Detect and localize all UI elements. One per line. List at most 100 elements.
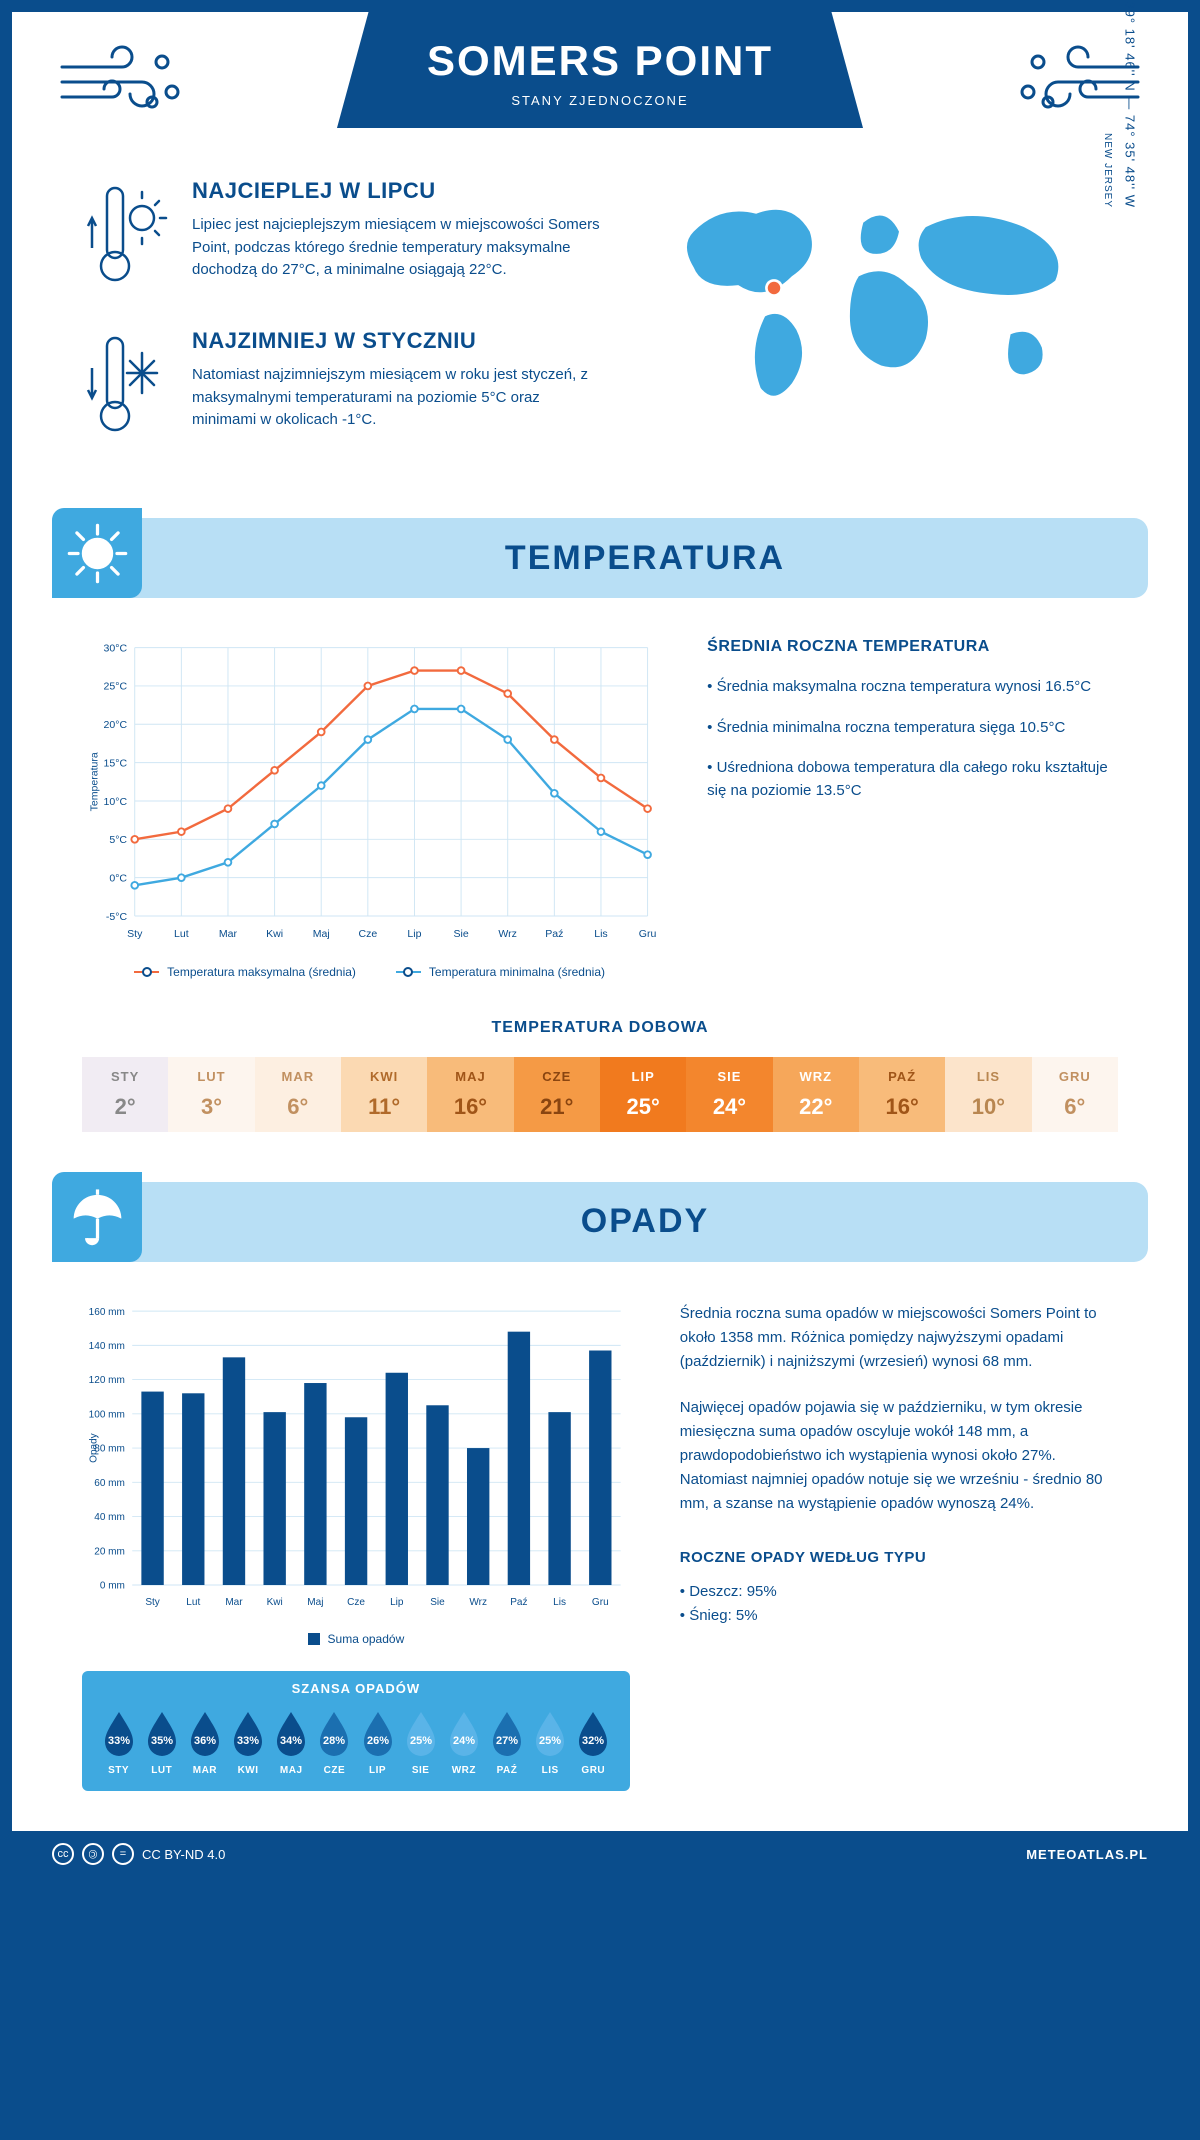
- svg-text:Sty: Sty: [145, 1597, 160, 1608]
- svg-text:32%: 32%: [582, 1735, 604, 1747]
- svg-text:34%: 34%: [280, 1735, 302, 1747]
- chance-drop: 35%LUT: [140, 1708, 183, 1776]
- svg-text:0 mm: 0 mm: [100, 1580, 125, 1591]
- chance-drop: 36%MAR: [183, 1708, 226, 1776]
- svg-text:Lip: Lip: [407, 928, 421, 940]
- coords-label: 39° 18' 46'' N — 74° 35' 48'' W: [1123, 1, 1138, 208]
- temp-cell: LUT3°: [168, 1057, 254, 1132]
- site-name: METEOATLAS.PL: [1026, 1847, 1148, 1862]
- svg-text:33%: 33%: [108, 1735, 130, 1747]
- svg-text:Wrz: Wrz: [469, 1597, 487, 1608]
- svg-text:Maj: Maj: [313, 928, 330, 940]
- svg-text:25°C: 25°C: [104, 681, 128, 693]
- svg-text:25%: 25%: [410, 1735, 432, 1747]
- temp-info-title: ŚREDNIA ROCZNA TEMPERATURA: [707, 638, 1118, 656]
- temp-cell: LIS10°: [945, 1057, 1031, 1132]
- sun-icon: [52, 508, 142, 598]
- svg-text:33%: 33%: [237, 1735, 259, 1747]
- svg-text:10°C: 10°C: [104, 796, 128, 808]
- svg-text:Lip: Lip: [390, 1597, 404, 1608]
- svg-text:28%: 28%: [323, 1735, 345, 1747]
- chance-drop: 24%WRZ: [442, 1708, 485, 1776]
- thermometer-cold-icon: [82, 328, 172, 443]
- fact-cold-title: NAJZIMNIEJ W STYCZNIU: [192, 328, 604, 354]
- svg-text:Cze: Cze: [358, 928, 377, 940]
- temp-cell: GRU6°: [1032, 1057, 1118, 1132]
- svg-text:24%: 24%: [453, 1735, 475, 1747]
- legend-max: Temperatura maksymalna (średnia): [134, 965, 356, 979]
- svg-text:120 mm: 120 mm: [89, 1375, 125, 1386]
- chance-drop: 25%LIS: [529, 1708, 572, 1776]
- temp-cell: PAŹ16°: [859, 1057, 945, 1132]
- svg-text:Mar: Mar: [225, 1597, 243, 1608]
- svg-text:Wrz: Wrz: [498, 928, 517, 940]
- cc-icon: cc: [52, 1843, 74, 1865]
- umbrella-icon: [52, 1172, 142, 1262]
- svg-text:Kwi: Kwi: [266, 928, 283, 940]
- temperature-chart: -5°C 0°C 5°C 10°C 15°C 20°C 25°C 30°C Sty Lut Mar K…: [82, 638, 657, 979]
- fact-warm-text: Lipiec jest najcieplejszym miesiącem w m…: [192, 214, 604, 282]
- svg-text:5°C: 5°C: [109, 834, 127, 846]
- precipitation-title: OPADY: [172, 1202, 1118, 1241]
- svg-text:25%: 25%: [539, 1735, 561, 1747]
- section-head-temperature: TEMPERATURA: [52, 518, 1148, 598]
- svg-text:Maj: Maj: [307, 1597, 323, 1608]
- fact-warm-title: NAJCIEPLEJ W LIPCU: [192, 178, 604, 204]
- svg-text:Gru: Gru: [592, 1597, 609, 1608]
- chance-box: SZANSA OPADÓW 33%STY35%LUT36%MAR33%KWI 34…: [82, 1671, 630, 1791]
- svg-text:36%: 36%: [194, 1735, 216, 1747]
- svg-text:Temperatura: Temperatura: [88, 752, 100, 811]
- svg-text:-5°C: -5°C: [106, 911, 128, 923]
- type-item: • Deszcz: 95%: [680, 1580, 1118, 1604]
- svg-text:Gru: Gru: [639, 928, 657, 940]
- svg-text:20 mm: 20 mm: [94, 1546, 125, 1557]
- svg-text:35%: 35%: [151, 1735, 173, 1747]
- world-map: [644, 178, 1118, 433]
- page-subtitle: STANY ZJEDNOCZONE: [427, 93, 773, 108]
- temp-cell: CZE21°: [514, 1057, 600, 1132]
- svg-text:Kwi: Kwi: [267, 1597, 283, 1608]
- svg-text:160 mm: 160 mm: [89, 1307, 125, 1318]
- svg-text:30°C: 30°C: [104, 642, 128, 654]
- temp-cell: SIE24°: [686, 1057, 772, 1132]
- svg-text:Sty: Sty: [127, 928, 143, 940]
- temperature-title: TEMPERATURA: [172, 539, 1118, 578]
- svg-text:Lut: Lut: [174, 928, 189, 940]
- fact-warmest: NAJCIEPLEJ W LIPCU Lipiec jest najcieple…: [82, 178, 604, 293]
- temp-cell: MAJ16°: [427, 1057, 513, 1132]
- legend-min: Temperatura minimalna (średnia): [396, 965, 605, 979]
- chance-drop: 25%SIE: [399, 1708, 442, 1776]
- title-banner: SOMERS POINT STANY ZJEDNOCZONE: [337, 12, 863, 128]
- fact-cold-text: Natomiast najzimniejszym miesiącem w rok…: [192, 364, 604, 432]
- nd-icon: =: [112, 1843, 134, 1865]
- svg-text:20°C: 20°C: [104, 719, 128, 731]
- svg-text:Opady: Opady: [89, 1433, 100, 1463]
- svg-text:Paź: Paź: [510, 1597, 527, 1608]
- precipitation-info: Średnia roczna suma opadów w miejscowośc…: [680, 1302, 1118, 1791]
- chance-drop: 33%STY: [97, 1708, 140, 1776]
- daily-temp-table: STY2°LUT3°MAR6°KWI11°MAJ16°CZE21°LIP25°S…: [82, 1057, 1118, 1132]
- svg-text:Paź: Paź: [545, 928, 563, 940]
- legend-precip: Suma opadów: [308, 1632, 405, 1646]
- svg-text:0°C: 0°C: [109, 872, 127, 884]
- svg-text:Cze: Cze: [347, 1597, 365, 1608]
- chance-drop: 28%CZE: [313, 1708, 356, 1776]
- temp-cell: KWI11°: [341, 1057, 427, 1132]
- svg-text:60 mm: 60 mm: [94, 1478, 125, 1489]
- svg-text:26%: 26%: [367, 1735, 389, 1747]
- thermometer-hot-icon: [82, 178, 172, 293]
- svg-text:140 mm: 140 mm: [89, 1341, 125, 1352]
- temp-bullet: Średnia maksymalna roczna temperatura wy…: [707, 676, 1118, 699]
- precip-text-1: Średnia roczna suma opadów w miejscowośc…: [680, 1302, 1118, 1374]
- chance-drop: 26%LIP: [356, 1708, 399, 1776]
- header: SOMERS POINT STANY ZJEDNOCZONE: [12, 12, 1188, 148]
- chance-drop: 33%KWI: [226, 1708, 269, 1776]
- svg-text:15°C: 15°C: [104, 757, 128, 769]
- chance-title: SZANSA OPADÓW: [97, 1681, 615, 1696]
- precipitation-chart: 0 mm20 mm40 mm60 mm80 mm100 mm120 mm140 …: [82, 1302, 630, 1791]
- svg-text:Mar: Mar: [219, 928, 238, 940]
- precip-text-2: Najwięcej opadów pojawia się w październ…: [680, 1396, 1118, 1516]
- svg-text:Sie: Sie: [430, 1597, 445, 1608]
- daily-temp-title: TEMPERATURA DOBOWA: [82, 1019, 1118, 1037]
- chance-drop: 27%PAŹ: [485, 1708, 528, 1776]
